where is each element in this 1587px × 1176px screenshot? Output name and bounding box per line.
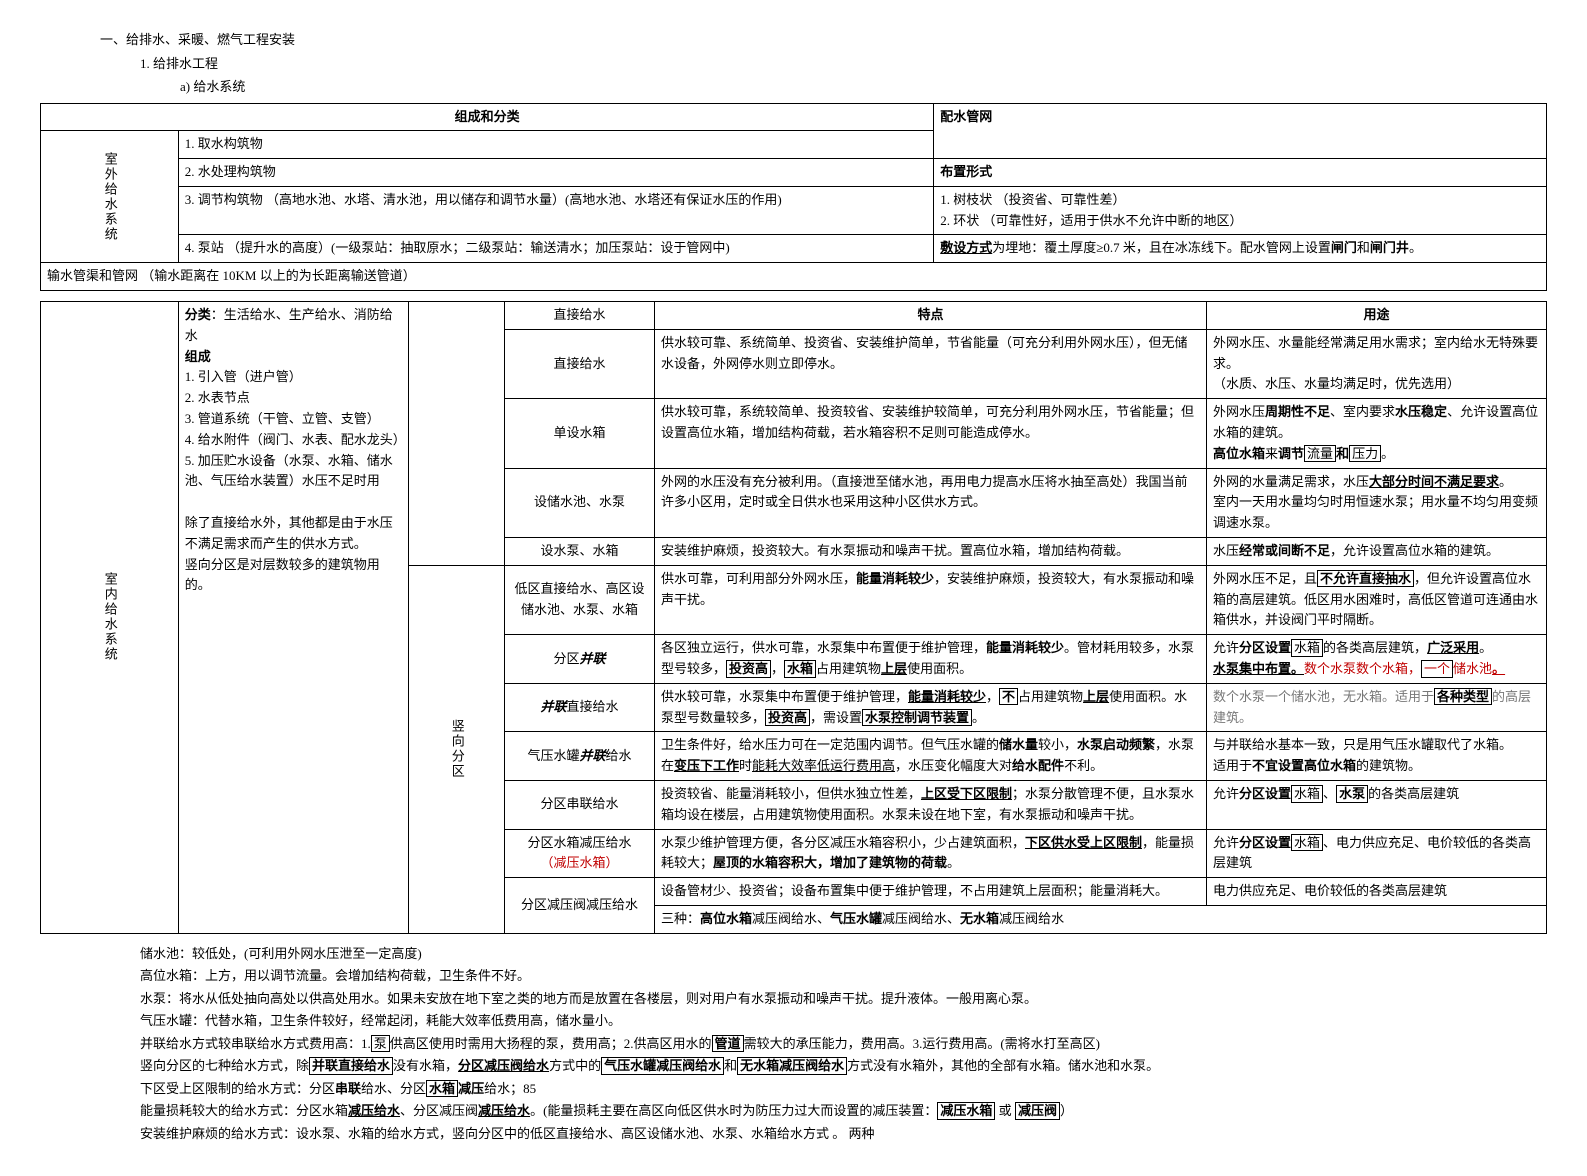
t2-m7: 并联直接给水 [504,683,654,732]
t2-classify-compose: 分类：生活给水、生产给水、消防给水 组成 1. 引入管（进户管） 2. 水表节点… [178,302,408,934]
t1-r5a: 输水管渠和管网 （输水距离在 10KM 以上的为长距离输送管道） [41,263,1547,291]
note-2: 高位水箱：上方，用以调节流量。会增加结构荷载，卫生条件不好。 [140,966,1547,986]
t2-m9: 分区串联给水 [504,781,654,830]
t2-feat10: 水泵少维护管理方便，各分区减压水箱容积小，少占建筑面积，下区供水受上区限制，能量… [654,829,1206,878]
outdoor-water-table: 组成和分类 配水管网 室外给水系统 1. 取水构筑物 2. 水处理构筑物 布置形… [40,103,1547,292]
t2-m1b: 直接给水 [504,329,654,398]
t2-feat1: 供水较可靠、系统简单、投资省、安装维护简单，节省能量（可充分利用外网水压），但无… [654,329,1206,398]
t2-m4: 设水泵、水箱 [504,538,654,566]
heading-level-1: 一、给排水、采暖、燃气工程安装 [40,30,1547,50]
t2-feat3: 外网的水压没有充分被利用。（直接泄至储水池，再用电力提高水压将水抽至高处）我国当… [654,468,1206,537]
t2-use11: 电力供应充足、电价较低的各类高层建筑 [1207,878,1547,906]
t2-m3: 设储水池、水泵 [504,468,654,537]
t2-feat12: 三种：高位水箱减压阀给水、气压水罐减压阀给水、无水箱减压阀给水 [654,906,1546,934]
t2-feat4: 安装维护麻烦，投资较大。有水泵振动和噪声干扰。置高位水箱，增加结构荷载。 [654,538,1206,566]
t2-m6: 分区并联 [504,635,654,684]
t2-use2: 外网水压周期性不足、室内要求水压稳定、允许设置高位水箱的建筑。 高位水箱来调节流… [1207,399,1547,468]
note-5: 并联给水方式较串联给水方式费用高：1.泵供高区使用时需用大扬程的泵，费用高；2.… [140,1034,1547,1054]
t1-r2a: 2. 水处理构筑物 [178,159,933,187]
t2-feat9: 投资较省、能量消耗较小，但供水独立性差，上区受下区限制；水泵分散管理不便，且水泵… [654,781,1206,830]
t2-use3: 外网的水量满足需求，水压大部分时间不满足要求。 室内一天用水量均匀时用恒速水泵；… [1207,468,1547,537]
t2-use10: 允许分区设置水箱、电力供应充足、电价较低的各类高层建筑 [1207,829,1547,878]
note-1: 储水池：较低处，(可利用外网水压泄至一定高度) [140,944,1547,964]
t2-m10: 分区水箱减压给水（减压水箱） [504,829,654,878]
t2-m8: 气压水罐并联给水 [504,732,654,781]
t1-lefthead: 室外给水系统 [41,131,179,263]
note-9: 安装维护麻烦的给水方式：设水泵、水箱的给水方式，竖向分区中的低区直接给水、高区设… [140,1124,1547,1144]
t2-m2: 单设水箱 [504,399,654,468]
t1-header-comp: 组成和分类 [41,103,934,131]
t2-feat11: 设备管材少、投资省；设备布置集中便于维护管理，不占用建筑上层面积；能量消耗大。 [654,878,1206,906]
t1-r1a: 1. 取水构筑物 [178,131,933,159]
t2-lefthead: 室内给水系统 [41,302,179,934]
heading-level-3: a) 给水系统 [40,77,1547,97]
t2-vert-label: 竖向分区 [408,565,504,933]
note-8: 能量损耗较大的给水方式：分区水箱减压给水、分区减压阀减压给水。(能量损耗主要在高… [140,1101,1547,1121]
t1-r3b: 1. 树枝状 （投资省、可靠性差） 2. 环状 （可靠性好，适用于供水不允许中断… [934,186,1547,235]
note-3: 水泵：将水从低处抽向高处以供高处用水。如果未安放在地下室之类的地方而是放置在各楼… [140,989,1547,1009]
t2-use8: 与并联给水基本一致，只是用气压水罐取代了水箱。 适用于不宜设置高位水箱的建筑物。 [1207,732,1547,781]
t2-m11: 分区减压阀减压给水 [504,878,654,934]
t2-use4: 水压经常或间断不足，允许设置高位水箱的建筑。 [1207,538,1547,566]
t1-r1b: 配水管网 [934,103,1547,159]
note-6: 竖向分区的七种给水方式，除并联直接给水没有水箱，分区减压阀给水方式中的气压水罐减… [140,1056,1547,1076]
t2-m5: 低区直接给水、高区设储水池、水泵、水箱 [504,565,654,634]
t2-feat8: 卫生条件好，给水压力可在一定范围内调节。但气压水罐的储水量较小，水泵启动频繁，水… [654,732,1206,781]
note-4: 气压水罐：代替水箱，卫生条件较好，经常起闭，耗能大效率低费用高，储水量小。 [140,1011,1547,1031]
t2-feat5: 供水可靠，可利用部分外网水压，能量消耗较少，安装维护麻烦，投资较大，有水泵振动和… [654,565,1206,634]
heading-level-2: 1. 给排水工程 [40,54,1547,74]
t2-use9: 允许分区设置水箱、水泵的各类高层建筑 [1207,781,1547,830]
t2-feature-hdr: 特点 [654,302,1206,330]
t2-feat6: 各区独立运行，供水可靠，水泵集中布置便于维护管理，能量消耗较少。管材耗用较多，水… [654,635,1206,684]
indoor-water-table: 室内给水系统 分类：生活给水、生产给水、消防给水 组成 1. 引入管（进户管） … [40,301,1547,934]
t2-use5: 外网水压不足，且不允许直接抽水，但允许设置高位水箱的高层建筑。低区用水困难时，高… [1207,565,1547,634]
t1-r4a: 4. 泵站 （提升水的高度）(一级泵站：抽取原水；二级泵站：输送清水；加压泵站：… [178,235,933,263]
t1-r4b: 敷设方式为埋地：覆土厚度≥0.7 米，且在冰冻线下。配水管网上设置闸门和闸门井。 [934,235,1547,263]
t2-m1: 直接给水 [504,302,654,330]
t2-feat7: 供水较可靠，水泵集中布置便于维护管理，能量消耗较少，不占用建筑物上层使用面积。水… [654,683,1206,732]
t1-r2b: 布置形式 [934,159,1547,187]
t2-usage-hdr: 用途 [1207,302,1547,330]
t2-feat2: 供水较可靠，系统较简单、投资较省、安装维护较简单，可充分利用外网水压，节省能量；… [654,399,1206,468]
t1-r3a: 3. 调节构筑物 （高地水池、水塔、清水池，用以储存和调节水量）(高地水池、水塔… [178,186,933,235]
t2-use1: 外网水压、水量能经常满足用水需求；室内给水无特殊要求。 （水质、水压、水量均满足… [1207,329,1547,398]
notes-section: 储水池：较低处，(可利用外网水压泄至一定高度) 高位水箱：上方，用以调节流量。会… [40,944,1547,1144]
note-7: 下区受上区限制的给水方式：分区串联给水、分区水箱减压给水；85 [140,1079,1547,1099]
t2-use7: 数个水泵一个储水池，无水箱。适用于各种类型的高层建筑。 [1207,683,1547,732]
t2-use6: 允许分区设置水箱的各类高层建筑，广泛采用。 水泵集中布置。数个水泵数个水箱，一个… [1207,635,1547,684]
